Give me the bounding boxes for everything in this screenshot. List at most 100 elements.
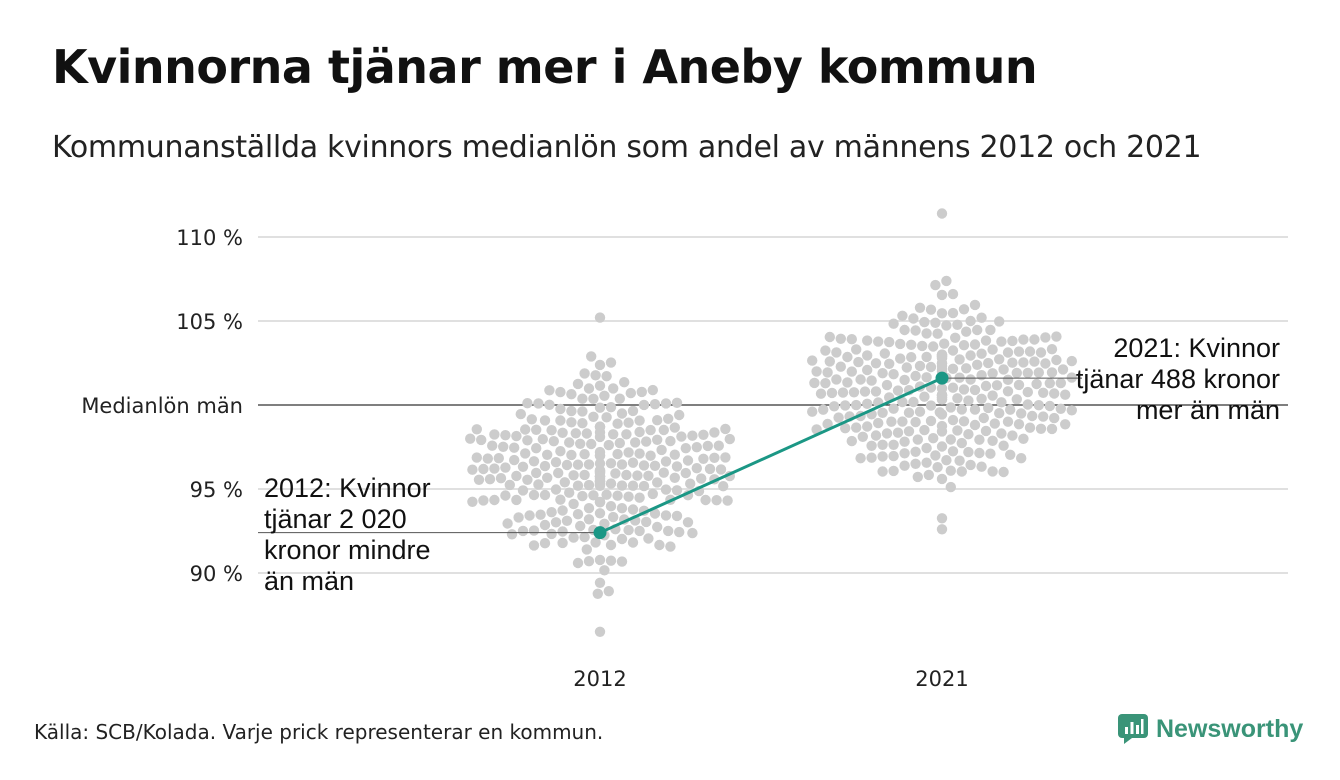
swarm-dot-2012 [506, 529, 518, 540]
swarm-dot-2012 [531, 467, 542, 479]
swarm-dot-2012 [546, 507, 557, 518]
swarm-dot-2021 [1066, 372, 1078, 383]
swarm-dot-2021 [1005, 404, 1016, 415]
swarm-dot-2012 [649, 399, 661, 410]
swarm-dot-2021 [947, 307, 959, 319]
swarm-dot-2021 [994, 354, 1005, 365]
swarm-dot-2021 [848, 387, 860, 398]
swarm-dot-2012 [500, 462, 511, 473]
swarm-dot-2012 [599, 565, 610, 576]
swarm-dot-2021 [1022, 367, 1033, 379]
swarm-dot-2012 [610, 468, 621, 479]
swarm-dot-2021 [954, 455, 965, 466]
swarm-dot-2012 [566, 405, 577, 417]
swarm-dot-2012 [572, 459, 584, 470]
swarm-dot-2021 [888, 403, 899, 414]
swarm-dot-2021 [1029, 356, 1040, 367]
swarm-dot-2012 [542, 449, 553, 460]
swarm-dot-2012 [539, 519, 551, 531]
swarm-dot-2021 [866, 440, 877, 451]
swarm-dot-2021 [1038, 411, 1049, 422]
swarm-dot-2012 [561, 459, 573, 471]
swarm-dot-2021 [980, 380, 992, 392]
swarm-dot-2012 [572, 480, 584, 491]
swarm-dot-2012 [698, 453, 709, 464]
swarm-dot-2012 [623, 524, 634, 536]
swarm-dot-2021 [998, 364, 1009, 375]
swarm-dot-2021 [914, 406, 926, 417]
swarm-dot-2021 [919, 391, 930, 402]
swarm-dot-2021 [987, 435, 998, 446]
swarm-dot-2021 [994, 316, 1005, 327]
swarm-dot-2012 [594, 446, 606, 458]
swarm-dot-2012 [601, 489, 612, 500]
swarm-dot-2012 [557, 427, 568, 438]
swarm-dot-2012 [568, 498, 579, 510]
swarm-dot-2012 [658, 467, 669, 478]
swarm-dot-2012 [641, 516, 652, 528]
swarm-dot-2021 [936, 289, 948, 301]
swarm-dot-2012 [634, 492, 645, 503]
swarm-dot-2012 [539, 415, 551, 426]
swarm-dot-2012 [660, 398, 672, 409]
swarm-dot-2021 [963, 395, 974, 406]
swarm-dot-2021 [1046, 344, 1058, 355]
swarm-dot-2021 [972, 359, 983, 370]
swarm-dot-2021 [1033, 400, 1045, 411]
swarm-dot-2021 [1057, 364, 1069, 375]
swarm-dot-2021 [1031, 378, 1042, 390]
swarm-dot-2021 [1040, 358, 1051, 369]
swarm-dot-2021 [976, 393, 987, 404]
swarm-dot-2012 [473, 474, 485, 485]
y-tick-label: 90 % [190, 562, 243, 586]
swarm-dot-2012 [616, 533, 628, 545]
swarm-dot-2012 [605, 539, 617, 551]
swarm-dot-2021 [1035, 423, 1047, 434]
swarm-dot-2021 [811, 366, 822, 377]
swarm-dot-2021 [1018, 357, 1029, 368]
swarm-dot-2012 [555, 386, 566, 398]
swarm-dot-2021 [877, 451, 888, 462]
swarm-dot-2012 [634, 426, 645, 438]
swarm-dot-2012 [517, 485, 529, 496]
swarm-dot-2021 [895, 353, 906, 364]
swarm-dot-2012 [594, 312, 606, 323]
swarm-dot-2012 [555, 403, 566, 415]
swarm-dot-2012 [663, 413, 674, 424]
swarm-dot-2021 [969, 384, 981, 396]
swarm-dot-2012 [524, 510, 535, 521]
swarm-dot-2021 [833, 412, 844, 423]
brand-logo[interactable]: Newsworthy [1118, 712, 1303, 746]
annotation-2021-line: tjänar 488 kronor [1076, 364, 1280, 394]
swarm-dot-2012 [583, 556, 595, 567]
swarm-dot-2012 [621, 469, 632, 481]
swarm-dot-2021 [998, 440, 1009, 451]
swarm-dot-2012 [594, 380, 606, 391]
swarm-dot-2012 [616, 459, 628, 470]
swarm-dot-2021 [853, 356, 864, 368]
swarm-dot-2021 [873, 336, 884, 347]
swarm-dot-2012 [550, 484, 562, 495]
swarm-dot-2021 [826, 387, 838, 399]
swarm-dot-2021 [974, 434, 985, 445]
swarm-dot-2012 [592, 588, 603, 599]
swarm-dot-2012 [594, 402, 606, 413]
swarm-dot-2012 [526, 414, 537, 425]
swarm-dot-2012 [550, 457, 562, 468]
swarm-dot-2012 [566, 449, 577, 461]
swarm-dot-2021 [910, 325, 921, 336]
swarm-dot-2012 [605, 478, 617, 489]
swarm-dot-2021 [877, 466, 888, 477]
swarm-dot-2021 [906, 352, 917, 363]
swarm-dot-2021 [965, 374, 976, 385]
swarm-dot-2021 [972, 324, 983, 336]
swarm-dot-2021 [925, 304, 937, 315]
swarm-dot-2021 [941, 275, 952, 287]
swarm-dot-2021 [969, 299, 981, 311]
swarm-dot-2012 [627, 504, 639, 515]
swarm-dot-2012 [594, 359, 606, 371]
swarm-dot-2021 [1018, 334, 1029, 345]
swarm-dot-2021 [985, 324, 996, 336]
swarm-dot-2012 [605, 357, 617, 368]
swarm-dot-2021 [952, 319, 963, 330]
